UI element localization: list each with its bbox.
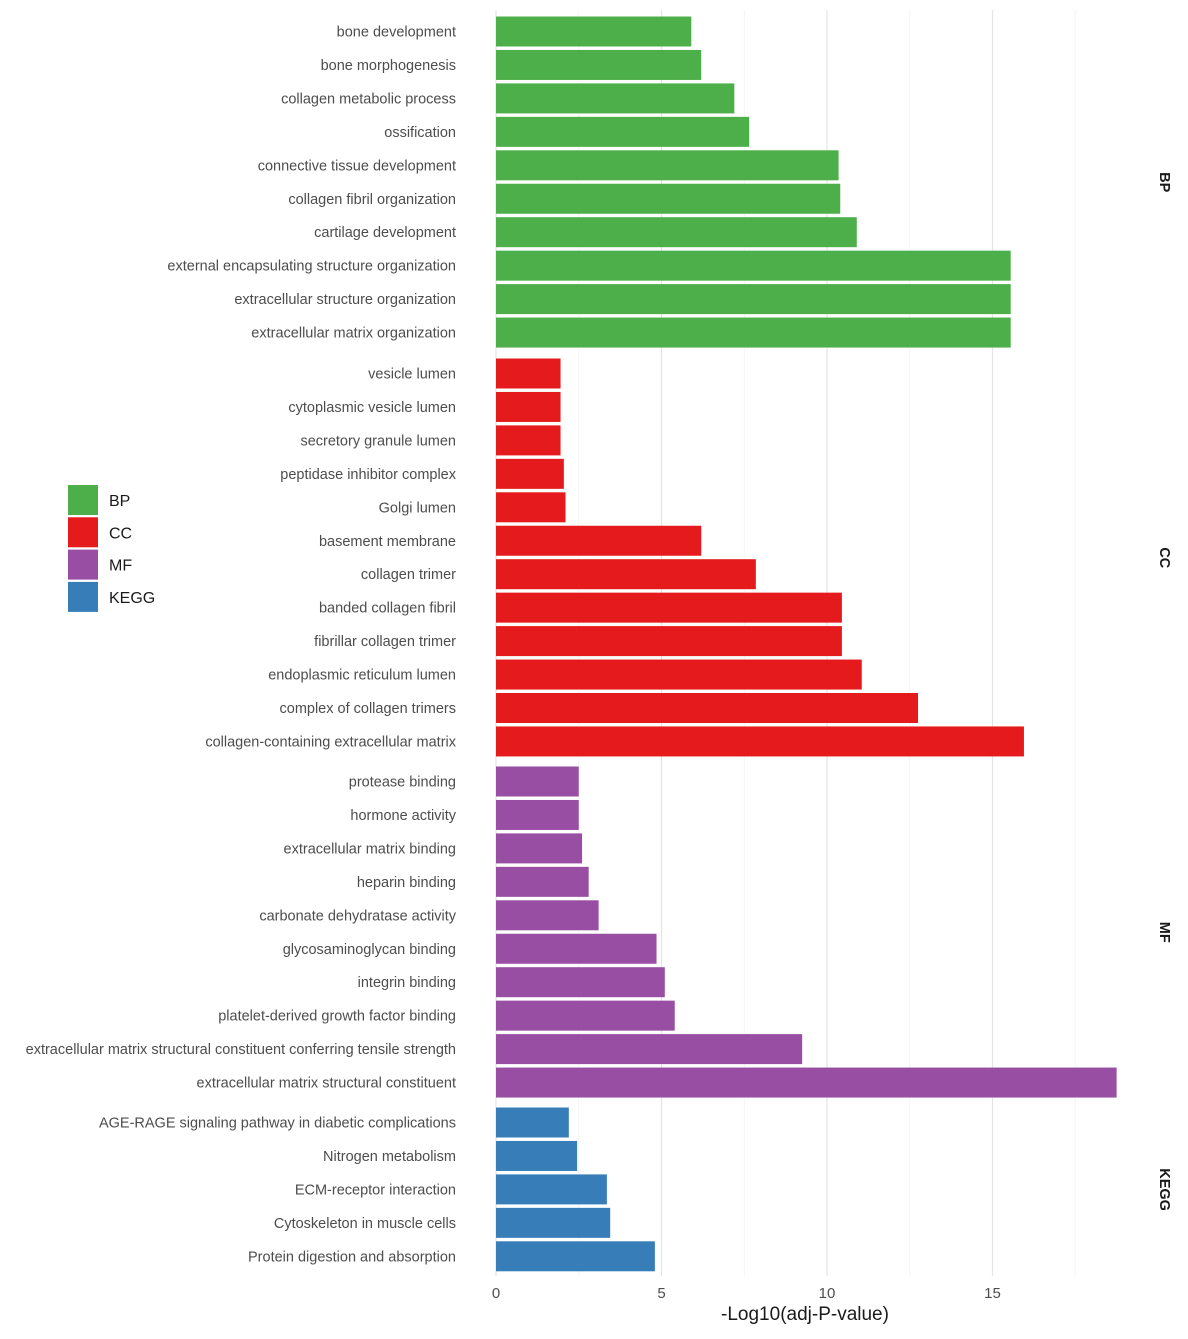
legend: BP CC MF KEGG bbox=[68, 485, 155, 612]
category-label: cytoplasmic vesicle lumen bbox=[288, 400, 456, 416]
bar-kegg-1 bbox=[496, 1107, 569, 1138]
category-label: platelet-derived growth factor binding bbox=[218, 1009, 456, 1025]
category-label: basement membrane bbox=[319, 534, 456, 550]
x-tick-label: 0 bbox=[492, 1285, 500, 1302]
bar-bp-7 bbox=[496, 217, 857, 248]
category-label: Cytoskeleton in muscle cells bbox=[274, 1216, 456, 1232]
bar-cc-1 bbox=[496, 358, 561, 389]
facet-strip-cc: CC bbox=[1156, 547, 1172, 568]
bar-bp-6 bbox=[496, 183, 841, 214]
category-label: Protein digestion and absorption bbox=[248, 1249, 456, 1265]
category-label: extracellular matrix organization bbox=[251, 326, 456, 342]
bar-cc-4 bbox=[496, 458, 564, 489]
legend-key-cc bbox=[68, 517, 98, 548]
bar-mf-10 bbox=[496, 1067, 1117, 1098]
category-label: ossification bbox=[384, 125, 456, 141]
category-label: integrin binding bbox=[358, 975, 456, 991]
bar-kegg-5 bbox=[496, 1241, 655, 1272]
bar-mf-1 bbox=[496, 766, 579, 797]
bar-bp-10 bbox=[496, 317, 1011, 348]
bar-cc-8 bbox=[496, 592, 842, 623]
bar-mf-3 bbox=[496, 833, 583, 864]
category-label: collagen trimer bbox=[361, 567, 456, 583]
bar-cc-3 bbox=[496, 425, 561, 456]
bar-bp-3 bbox=[496, 83, 735, 114]
category-label: banded collagen fibril bbox=[319, 601, 456, 617]
bar-cc-12 bbox=[496, 726, 1024, 757]
category-label: vesicle lumen bbox=[368, 367, 456, 383]
category-label: carbonate dehydratase activity bbox=[259, 908, 456, 924]
category-label: bone morphogenesis bbox=[321, 58, 456, 74]
category-label: peptidase inhibitor complex bbox=[280, 467, 456, 483]
category-label: external encapsulating structure organiz… bbox=[167, 259, 456, 275]
bar-bp-4 bbox=[496, 116, 750, 147]
category-label: protease binding bbox=[349, 775, 456, 791]
legend-key-mf bbox=[68, 549, 98, 580]
category-label: secretory granule lumen bbox=[300, 433, 456, 449]
x-tick-label: 15 bbox=[984, 1285, 1001, 1302]
bar-cc-10 bbox=[496, 659, 862, 690]
bar-mf-4 bbox=[496, 866, 589, 897]
category-label: complex of collagen trimers bbox=[280, 701, 457, 717]
category-label: ECM-receptor interaction bbox=[295, 1182, 456, 1198]
bar-kegg-3 bbox=[496, 1174, 607, 1205]
category-label: extracellular matrix structural constitu… bbox=[197, 1076, 457, 1092]
category-label: Golgi lumen bbox=[379, 500, 456, 516]
category-label: cartilage development bbox=[314, 225, 456, 241]
bar-bp-5 bbox=[496, 150, 839, 181]
x-tick-label: 5 bbox=[657, 1285, 665, 1302]
legend-label-kegg: KEGG bbox=[109, 590, 155, 607]
category-labels: bone development bone morphogenesis collag… bbox=[26, 25, 457, 1266]
category-label: extracellular matrix binding bbox=[284, 841, 456, 857]
bar-bp-2 bbox=[496, 49, 702, 80]
bar-cc-11 bbox=[496, 693, 919, 723]
bar-cc-9 bbox=[496, 626, 842, 657]
legend-key-bp bbox=[68, 485, 98, 515]
category-label: heparin binding bbox=[357, 875, 456, 891]
legend-label-mf: MF bbox=[109, 558, 132, 575]
bar-kegg-2 bbox=[496, 1140, 578, 1171]
category-label: fibrillar collagen trimer bbox=[314, 634, 456, 650]
bar-mf-8 bbox=[496, 1000, 675, 1031]
x-axis-title: -Log10(adj-P-value) bbox=[721, 1304, 889, 1325]
facet-strip-mf: MF bbox=[1156, 922, 1172, 943]
category-label: connective tissue development bbox=[258, 158, 456, 174]
legend-label-bp: BP bbox=[109, 493, 130, 510]
category-label: collagen-containing extracellular matrix bbox=[205, 734, 456, 750]
bar-mf-7 bbox=[496, 967, 665, 998]
bar-cc-2 bbox=[496, 391, 561, 422]
category-label: bone development bbox=[337, 25, 456, 41]
facet-strip-labels: BP CC MF KEGG bbox=[1156, 172, 1172, 1211]
legend-label-cc: CC bbox=[109, 525, 132, 542]
facet-strip-bp: BP bbox=[1156, 172, 1172, 192]
bar-mf-9 bbox=[496, 1034, 803, 1065]
bar-kegg-4 bbox=[496, 1207, 611, 1238]
x-tick-label: 10 bbox=[819, 1285, 836, 1302]
category-label: endoplasmic reticulum lumen bbox=[268, 668, 456, 684]
category-label: hormone activity bbox=[350, 808, 456, 824]
bar-mf-5 bbox=[496, 900, 599, 931]
bar-mf-2 bbox=[496, 799, 579, 830]
category-label: extracellular matrix structural constitu… bbox=[26, 1042, 456, 1058]
x-axis-ticks: 0 5 10 15 bbox=[492, 1285, 1001, 1302]
bar-bp-1 bbox=[496, 16, 692, 47]
bar-cc-6 bbox=[496, 525, 702, 556]
bar-bp-8 bbox=[496, 250, 1011, 281]
bar-cc-7 bbox=[496, 559, 756, 590]
facet-strip-kegg: KEGG bbox=[1156, 1168, 1172, 1211]
category-label: AGE-RAGE signaling pathway in diabetic c… bbox=[99, 1116, 456, 1132]
legend-key-kegg bbox=[68, 581, 98, 612]
bar-cc-5 bbox=[496, 492, 566, 523]
bars bbox=[496, 16, 1117, 1272]
category-label: collagen fibril organization bbox=[288, 192, 456, 208]
category-label: Nitrogen metabolism bbox=[323, 1149, 456, 1165]
category-label: glycosaminoglycan binding bbox=[283, 942, 456, 958]
bar-mf-6 bbox=[496, 933, 657, 964]
category-label: extracellular structure organization bbox=[234, 292, 456, 308]
category-label: collagen metabolic process bbox=[281, 91, 456, 107]
bar-bp-9 bbox=[496, 284, 1011, 315]
